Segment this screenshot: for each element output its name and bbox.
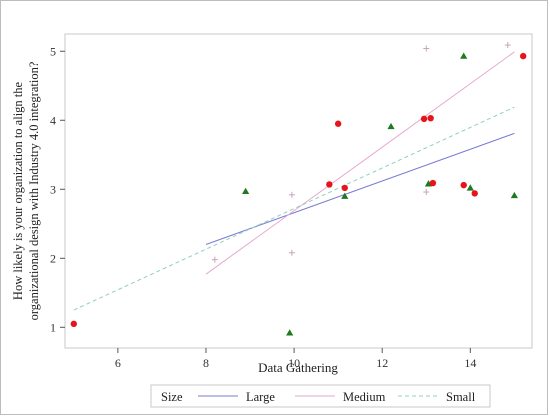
- data-point-plus: [288, 191, 295, 198]
- data-point-circle: [334, 120, 342, 127]
- fit-line: [73, 106, 515, 311]
- data-point-circle: [460, 181, 467, 189]
- data-point-triangle: [460, 52, 468, 59]
- data-point-triangle: [286, 329, 294, 336]
- legend-label-medium: Medium: [343, 390, 386, 404]
- y-tick-label: 5: [50, 44, 56, 58]
- legend-label-large: Large: [246, 390, 275, 404]
- data-point-plus: [211, 256, 218, 263]
- plot-area-border: [64, 33, 533, 349]
- data-point-circle: [326, 181, 333, 188]
- x-tick-label: 14: [464, 356, 476, 370]
- data-point-triangle: [510, 191, 518, 199]
- y-axis-label-line1: How likely is your organization to align…: [11, 81, 25, 300]
- data-point-circle: [420, 115, 428, 123]
- x-tick-label: 6: [115, 356, 121, 370]
- data-point-triangle: [341, 192, 349, 199]
- data-point-triangle: [242, 187, 250, 195]
- y-tick-label: 4: [50, 113, 56, 127]
- x-axis-ticks: 6 8 10 12 14: [115, 348, 476, 370]
- legend-title: Size: [161, 390, 183, 404]
- data-point-plus: [504, 42, 511, 49]
- fit-lines: [73, 51, 515, 311]
- y-tick-label: 3: [50, 182, 56, 196]
- y-tick-label: 1: [50, 320, 56, 334]
- y-tick-label: 2: [50, 251, 56, 265]
- data-point-circle: [341, 184, 348, 192]
- fit-line: [205, 51, 515, 275]
- data-point-circle: [471, 190, 478, 197]
- data-point-triangle: [466, 184, 474, 191]
- legend-label-small: Small: [446, 390, 476, 404]
- data-point-plus: [288, 249, 295, 256]
- legend: Size Large Medium Small: [150, 384, 491, 408]
- data-point-triangle: [387, 122, 395, 130]
- data-point-circle: [70, 320, 78, 328]
- data-point-circle: [519, 52, 527, 60]
- y-axis-label-line2: organizational design with Industry 4.0 …: [27, 61, 41, 320]
- data-point-circle: [429, 179, 437, 187]
- y-axis-ticks: 1 2 3 4 5: [50, 44, 65, 334]
- data-points: [70, 42, 527, 336]
- x-tick-label: 8: [203, 356, 209, 370]
- data-point-plus: [423, 189, 430, 196]
- data-point-plus: [423, 45, 430, 52]
- x-axis-label: Data Gathering: [258, 360, 338, 375]
- data-point-circle: [427, 114, 434, 122]
- x-tick-label: 12: [376, 356, 388, 370]
- x-tick-label: 10: [288, 356, 300, 370]
- fit-line: [205, 132, 515, 245]
